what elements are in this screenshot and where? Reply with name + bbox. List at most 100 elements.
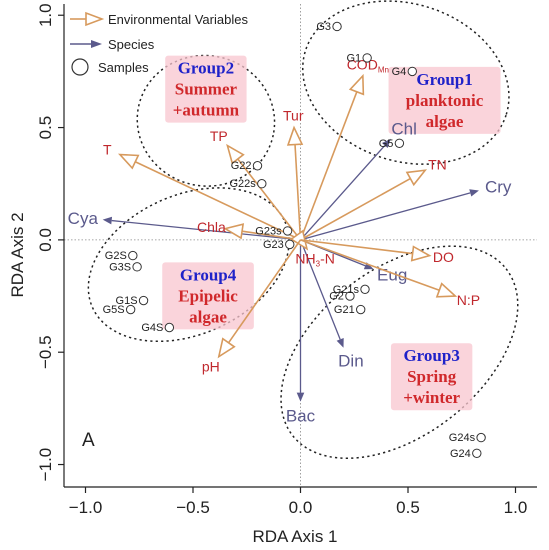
x-tick-label: −0.5	[176, 498, 210, 517]
sample-point-g22s	[257, 179, 267, 189]
arrows: ChlCryCyaEugDinBacCODMnTurTPTTNChlaNH3-N…	[68, 57, 512, 426]
species-label-cry: Cry	[485, 178, 512, 197]
sample-point-g3s	[132, 262, 142, 272]
legend-species-symbol	[70, 40, 102, 48]
sample-label-g2s: G2S	[105, 250, 127, 262]
env-arrow-head-n-p	[435, 282, 458, 298]
ellipse-group3	[280, 245, 519, 459]
axes: −1.0 −0.5 0.0 0.5 1.0 −1.0 −0.5 0.0 0.5 1.0	[36, 3, 537, 517]
env-arrow-tn	[300, 169, 428, 241]
sample-point-g4	[407, 66, 417, 77]
sample-point-g2	[345, 291, 355, 301]
sample-label-g3: G3	[316, 21, 331, 33]
ellipse-group4	[87, 187, 290, 343]
group-title-group1: Group1	[416, 70, 472, 89]
legend-env-label: Environmental Variables	[108, 12, 248, 27]
sample-point-g1s	[138, 295, 149, 306]
group-desc-group1: planktonic	[406, 91, 484, 110]
species-arrow-bac	[296, 239, 305, 402]
sample-label-g24s: G24s	[449, 432, 476, 444]
group-bg-group1	[388, 66, 501, 134]
env-label-ph: pH	[202, 359, 220, 375]
group-title-group2: Group2	[178, 59, 234, 78]
sample-point-g22	[252, 161, 263, 171]
env-arrow-shaft-tn	[300, 177, 411, 241]
env-label-n-p: N:P	[457, 292, 480, 308]
sample-point-g24s	[476, 432, 486, 443]
group-bg-group2	[165, 55, 247, 123]
species-arrow-shaft-chl	[300, 145, 386, 241]
env-label-t: T	[103, 141, 112, 157]
group-desc-group4: Epipelic	[178, 286, 238, 305]
env-arrow-head-tur	[286, 125, 304, 146]
species-arrow-shaft-cry	[300, 192, 471, 241]
env-arrow-head-chla	[223, 223, 245, 240]
env-label-chla: Chla	[197, 219, 226, 235]
env-arrow-head-t	[118, 153, 140, 170]
env-label-tn: TN	[428, 156, 447, 172]
species-arrow-cry	[300, 189, 479, 241]
env-arrow-cod	[299, 73, 365, 241]
species-arrow-shaft-cya	[111, 219, 301, 241]
panel-label: A	[82, 430, 95, 451]
sample-point-g2s	[128, 250, 138, 261]
env-arrow-shaft-n-p	[300, 239, 440, 292]
sample-label-g3s: G3S	[109, 261, 131, 273]
x-axis-title: RDA Axis 1	[252, 527, 337, 546]
group-desc-group2: Summer	[175, 80, 238, 99]
sample-label-g5: G5	[379, 138, 394, 150]
env-label-do: DO	[433, 249, 454, 265]
sample-point-g24	[472, 448, 482, 459]
species-label-din: Din	[338, 352, 364, 371]
sample-label-g24: G24	[450, 448, 471, 460]
env-arrow-ph	[217, 239, 302, 359]
sample-point-g23s	[282, 226, 293, 236]
species-arrow-chl	[300, 138, 391, 241]
x-tick-label: 1.0	[504, 498, 528, 517]
sample-point-g5	[394, 138, 405, 148]
env-arrow-head-tp	[226, 143, 245, 165]
samples: G3G1G4G5G22G22sG23sG23G2SG3SG1SG5SG4SG2G…	[103, 21, 486, 460]
env-arrow-shaft-t	[134, 161, 301, 241]
sample-label-g23s: G23s	[255, 225, 282, 237]
group-desc-group1: algae	[426, 112, 464, 131]
species-arrow-head-chl	[381, 138, 391, 149]
species-arrow-head-bac	[296, 392, 305, 402]
sample-label-g4s: G4S	[141, 322, 163, 334]
env-label-tur: Tur	[283, 108, 304, 124]
sample-label-g21: G21	[334, 304, 355, 316]
env-arrow-n-p	[300, 239, 458, 298]
env-arrow-shaft-do	[300, 239, 413, 255]
env-label-subscript: Mn	[378, 66, 389, 75]
species-label-bac: Bac	[286, 407, 316, 426]
species-arrow-din	[299, 239, 344, 348]
env-arrow-do	[300, 239, 432, 262]
group-desc-group2: +autumn	[173, 101, 240, 120]
sample-label-g2: G2	[329, 291, 344, 303]
sample-label-g1s: G1S	[116, 295, 138, 307]
env-label-subscript: 3	[316, 260, 321, 269]
sample-point-g23	[285, 239, 295, 250]
sample-label-g5s: G5S	[103, 304, 125, 316]
x-tick-label: 0.5	[396, 498, 420, 517]
env-arrow-shaft-chla	[241, 230, 301, 241]
legend-env-symbol	[70, 11, 105, 27]
sample-point-g4s	[164, 322, 175, 333]
env-arrow-head-ph	[217, 337, 236, 359]
env-arrow-shaft-tur	[294, 144, 302, 240]
y-tick-label: 1.0	[36, 3, 55, 27]
y-tick-label: 0.5	[36, 116, 55, 140]
env-arrow-head-do	[410, 245, 432, 262]
group-bg-group3	[390, 343, 473, 411]
legend-species-label: Species	[108, 37, 155, 52]
x-tick-label: −1.0	[69, 498, 103, 517]
sample-point-g21	[356, 304, 366, 315]
sample-label-g22s: G22s	[230, 178, 257, 190]
sample-point-g21s	[360, 284, 370, 295]
group-labels: Group2 Summer +autumn Group1 planktonic algae…	[162, 55, 501, 411]
sample-label-g21s: G21s	[333, 284, 360, 296]
sample-label-g23: G23	[263, 239, 284, 251]
group-bg-group4	[162, 262, 254, 330]
group-title-group4: Group4	[180, 265, 237, 284]
